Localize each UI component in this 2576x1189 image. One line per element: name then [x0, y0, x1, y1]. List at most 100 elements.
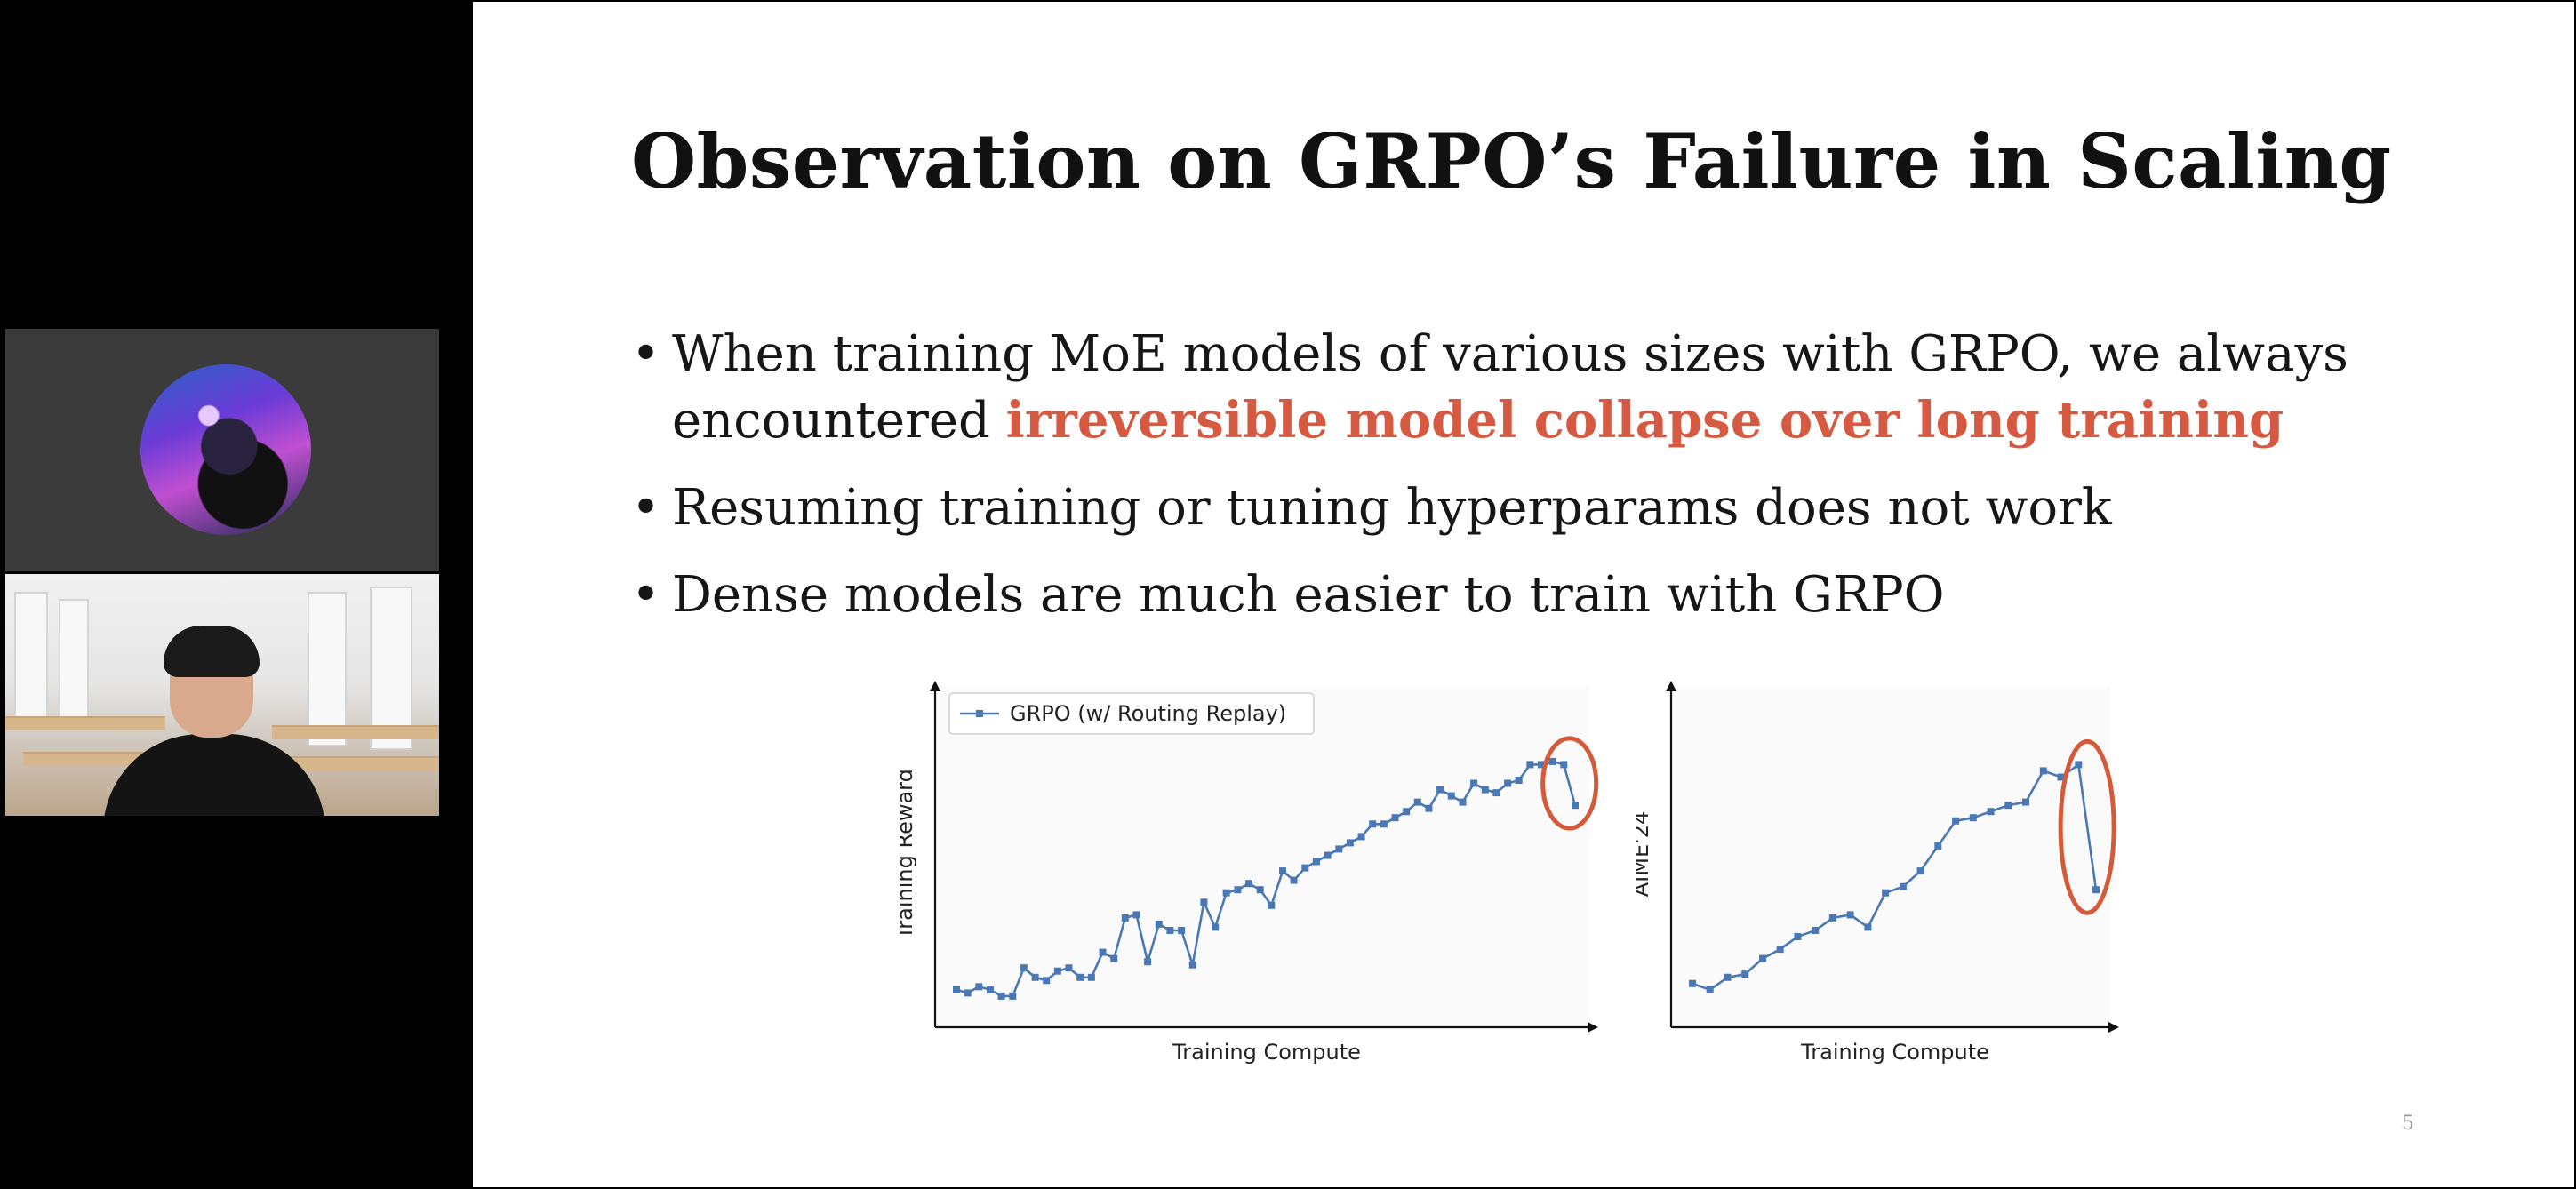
bullet-item: • Resuming training or tuning hyperparam…: [631, 475, 2462, 541]
data-point: [1212, 923, 1220, 931]
aime24-chart: Training Compute AIME'24: [1636, 681, 2119, 1065]
classroom-window: [59, 599, 89, 718]
data-point: [1391, 814, 1399, 822]
classroom-desk: [272, 725, 439, 739]
data-point: [1403, 808, 1411, 816]
participant-avatar: [140, 364, 311, 535]
data-point: [975, 983, 983, 991]
training-reward-chart: Training Compute Training Reward GRPO (w/ …: [900, 681, 1599, 1065]
data-point: [1268, 901, 1276, 909]
data-point: [1952, 817, 1960, 825]
data-point: [1076, 973, 1084, 981]
participant-video-tile[interactable]: [5, 574, 439, 816]
data-point: [953, 986, 960, 993]
data-point: [1776, 946, 1784, 954]
y-axis-label: AIME'24: [1636, 811, 1653, 898]
data-point: [1724, 973, 1732, 981]
classroom-window: [14, 592, 48, 729]
data-point: [1413, 798, 1421, 806]
y-axis-arrow: [930, 681, 940, 691]
data-point: [1256, 886, 1264, 894]
page-number: 5: [2402, 1113, 2414, 1135]
data-point: [1324, 851, 1332, 859]
bullet-dot: •: [631, 566, 661, 624]
data-point: [1110, 954, 1118, 962]
data-point: [1279, 867, 1286, 875]
data-point: [1548, 757, 1556, 765]
bullet-dot: •: [631, 325, 661, 383]
data-point: [1200, 898, 1208, 906]
legend-marker: [976, 710, 983, 717]
data-point: [1572, 802, 1579, 810]
data-point: [1706, 986, 1714, 993]
data-point: [1087, 973, 1095, 981]
x-axis-label: Training Compute: [1172, 1040, 1361, 1065]
data-point: [1234, 886, 1242, 894]
data-point: [1794, 933, 1802, 940]
participant-tile-avatar[interactable]: [5, 329, 439, 571]
data-point: [1560, 761, 1568, 769]
classroom-desk: [5, 716, 165, 730]
data-point: [1099, 948, 1107, 956]
data-point: [1492, 789, 1500, 797]
data-point: [1759, 954, 1766, 962]
data-point: [1031, 973, 1039, 981]
data-point: [1290, 876, 1298, 884]
x-axis-arrow: [2108, 1022, 2119, 1033]
data-point: [1916, 867, 1924, 875]
plot-area: [1671, 686, 2110, 1027]
data-point: [1526, 761, 1534, 769]
data-point: [1369, 820, 1377, 828]
data-point: [1504, 779, 1512, 787]
data-point: [1144, 958, 1152, 966]
data-point: [1245, 880, 1252, 888]
bullet-dot: •: [631, 479, 661, 537]
legend-label: GRPO (w/ Routing Replay): [1010, 701, 1286, 726]
classroom-desk: [290, 756, 439, 770]
data-point: [1009, 992, 1017, 1000]
data-point: [1380, 820, 1388, 828]
collapse-annotation-circle: [1540, 736, 1599, 831]
data-point: [2075, 761, 2083, 769]
data-point: [1689, 979, 1696, 987]
data-point: [1812, 927, 1820, 934]
data-point: [1481, 786, 1489, 794]
data-point: [2092, 886, 2100, 894]
data-point: [1335, 845, 1343, 853]
slide-title: Observation on GRPO’s Failure in Scaling: [631, 117, 2392, 205]
data-point: [1934, 842, 1942, 850]
participants-panel: [0, 0, 473, 1189]
data-point: [997, 992, 1005, 1000]
data-point: [1515, 777, 1523, 784]
data-point: [1346, 839, 1354, 847]
data-point: [1846, 911, 1854, 919]
bullet-highlight: irreversible model collapse over long tr…: [1005, 391, 2284, 450]
x-axis-arrow: [1588, 1022, 1598, 1033]
data-point: [1155, 920, 1163, 928]
x-axis-label: Training Compute: [1800, 1040, 1989, 1065]
data-point: [1043, 977, 1051, 985]
data-point: [2039, 767, 2047, 775]
data-point: [2022, 798, 2029, 806]
data-point: [1065, 964, 1073, 972]
presentation-slide: Observation on GRPO’s Failure in Scaling…: [473, 2, 2574, 1187]
data-point: [1121, 914, 1129, 922]
data-point: [2057, 773, 2065, 781]
data-point: [1436, 786, 1444, 794]
data-point: [1312, 858, 1320, 866]
data-point: [1899, 882, 1907, 890]
data-point: [1301, 864, 1309, 872]
y-axis-arrow: [1666, 681, 1676, 691]
participant-body: [103, 734, 325, 816]
data-point: [1459, 798, 1467, 806]
data-point: [1132, 911, 1140, 919]
data-point: [1741, 970, 1749, 978]
classroom-window: [308, 592, 347, 746]
data-point: [964, 989, 972, 997]
data-point: [2004, 802, 2012, 810]
data-point: [1987, 808, 1995, 816]
bullet-text: Resuming training or tuning hyperparams …: [672, 479, 2112, 537]
data-point: [1222, 889, 1230, 897]
classroom-desk: [23, 752, 156, 766]
data-point: [1470, 779, 1478, 787]
